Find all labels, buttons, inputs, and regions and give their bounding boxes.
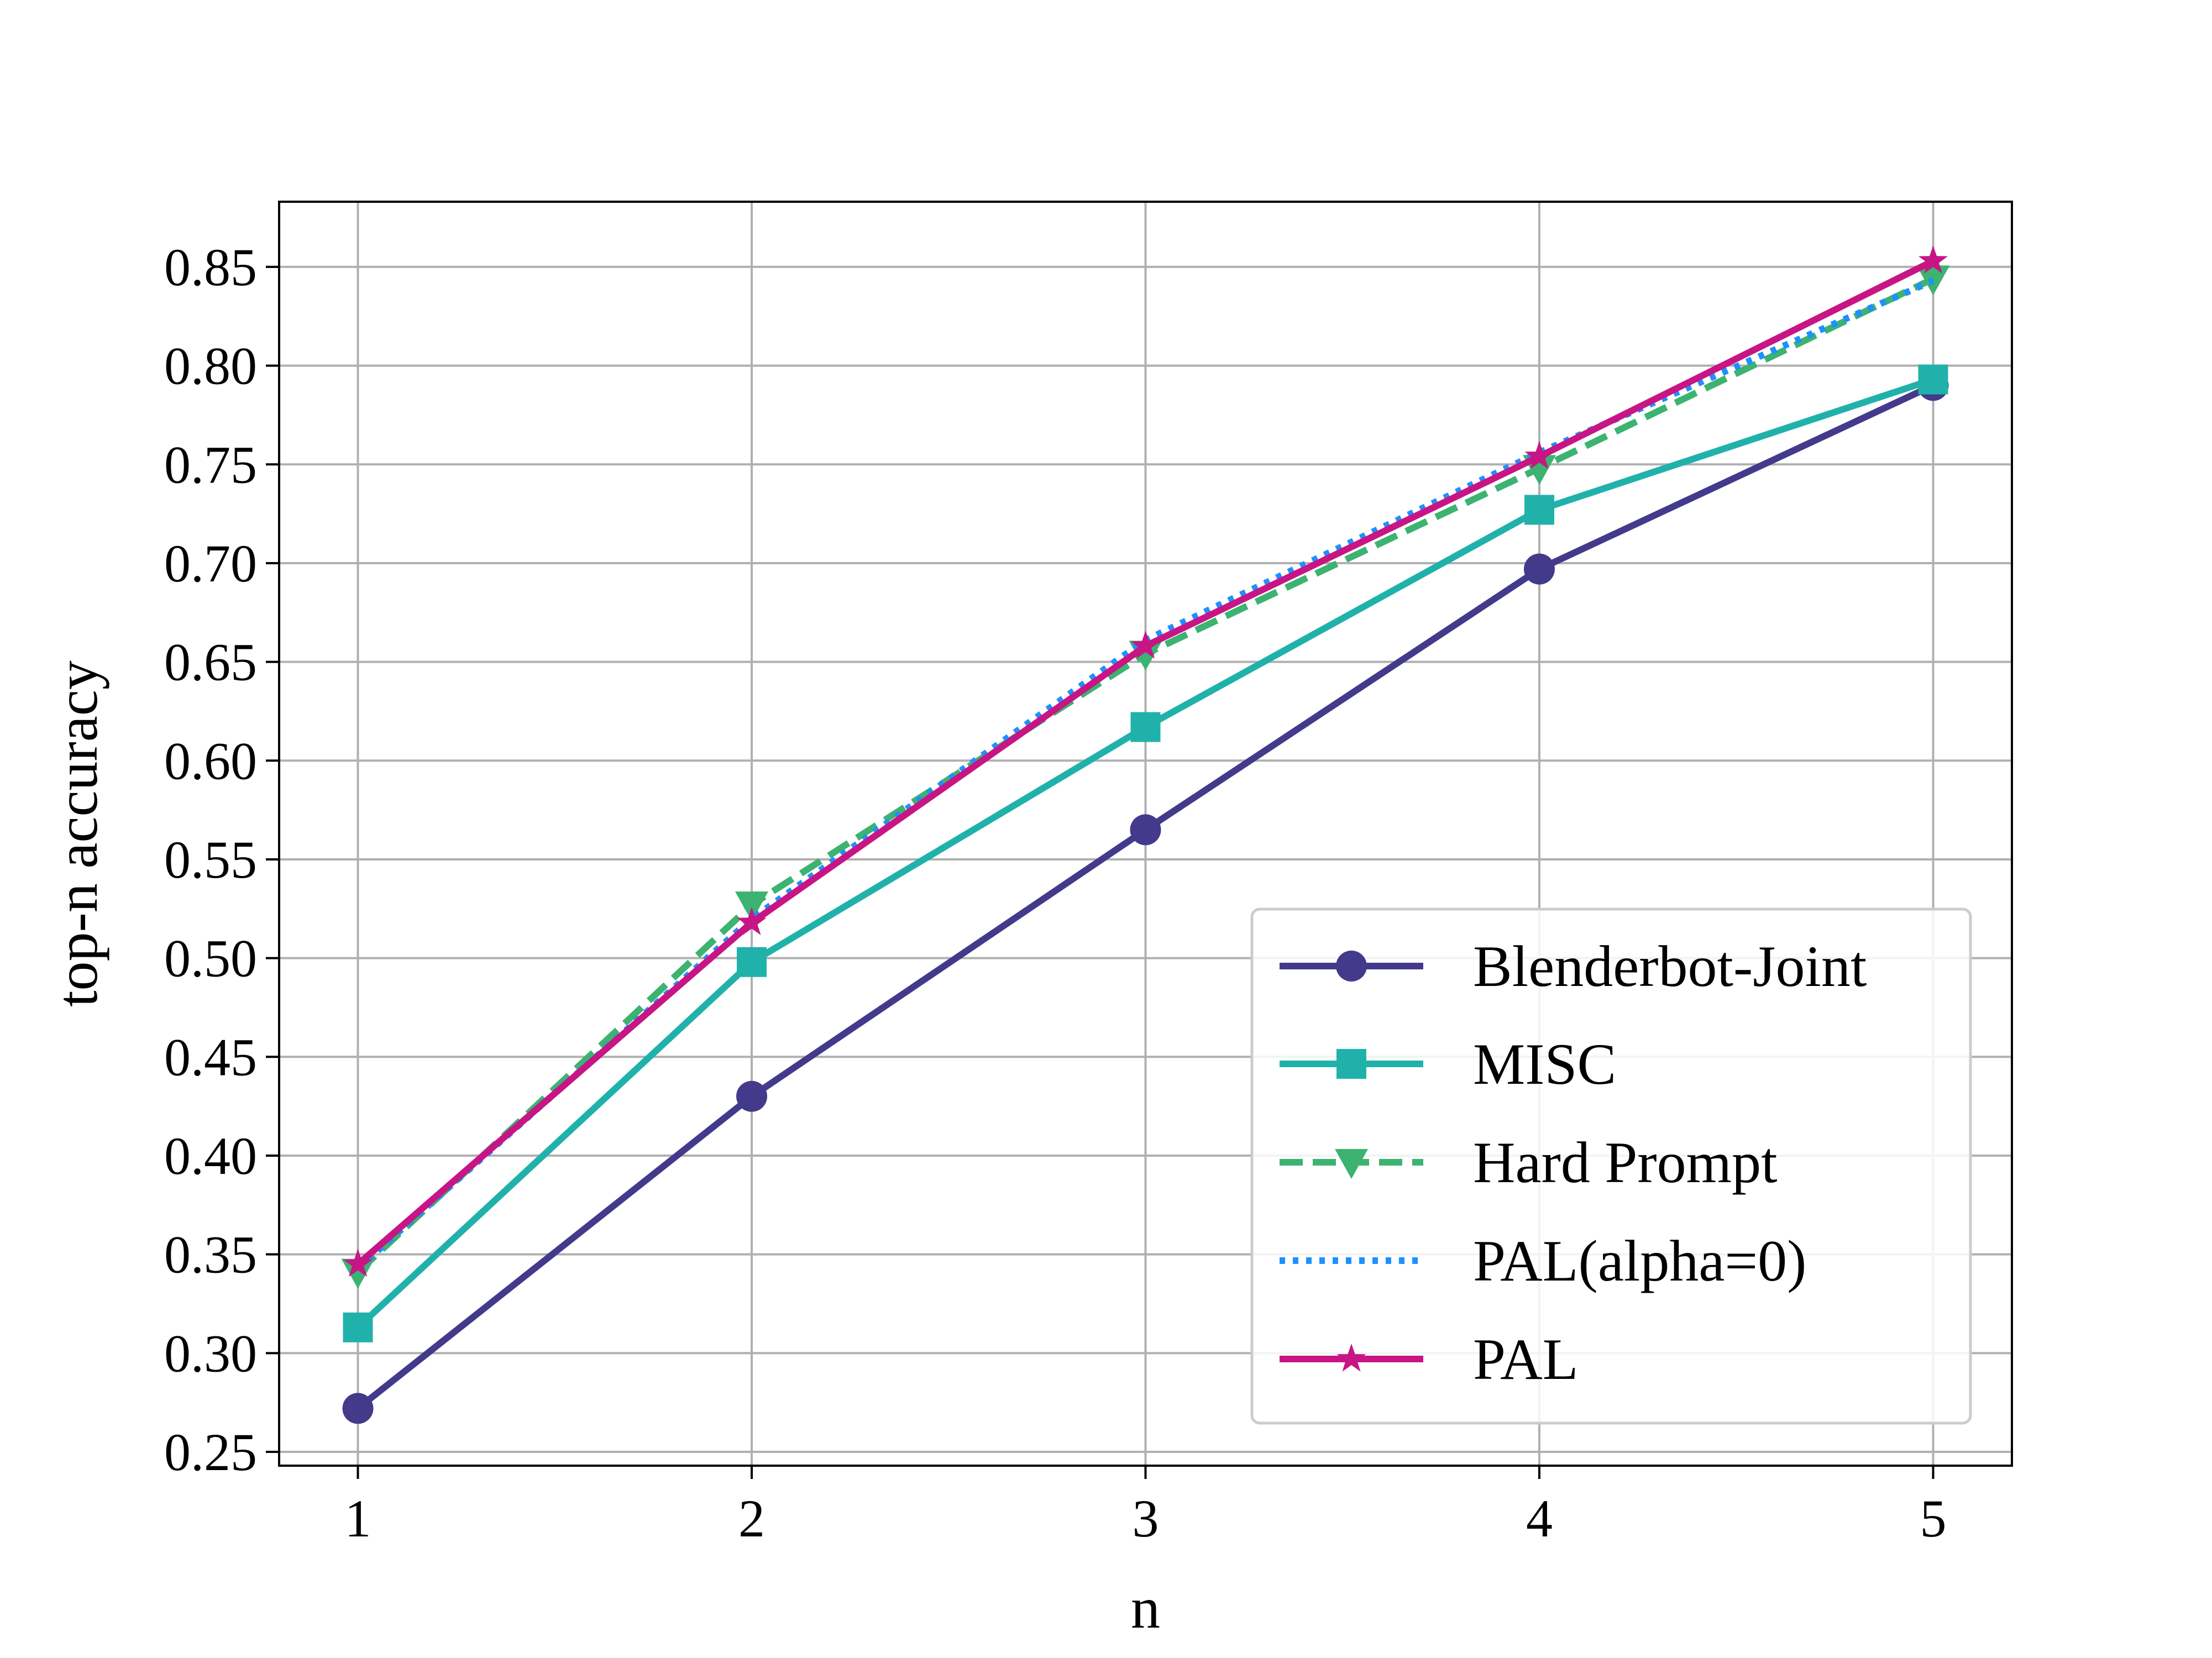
legend-label: MISC xyxy=(1473,1032,1616,1096)
data-point xyxy=(1130,631,1161,659)
x-tick-label: 3 xyxy=(1133,1489,1159,1548)
data-point xyxy=(1918,245,1948,274)
y-tick-label: 0.25 xyxy=(164,1423,257,1482)
legend-item: PAL xyxy=(1280,1327,1579,1392)
y-tick-label: 0.85 xyxy=(164,238,257,297)
y-tick-label: 0.75 xyxy=(164,435,257,494)
data-point xyxy=(341,1258,375,1289)
x-tick-label: 1 xyxy=(345,1489,371,1548)
data-point xyxy=(1130,712,1161,742)
y-tick-label: 0.80 xyxy=(164,337,257,396)
data-point xyxy=(737,947,767,977)
y-tick-label: 0.50 xyxy=(164,929,257,988)
legend-item: MISC xyxy=(1280,1032,1616,1096)
data-point xyxy=(343,1312,373,1342)
x-tick-label: 2 xyxy=(738,1489,765,1548)
legend-marker xyxy=(1336,1049,1366,1079)
data-point xyxy=(1524,553,1555,585)
data-point xyxy=(737,907,767,935)
data-point xyxy=(1916,265,1950,296)
data-point xyxy=(1524,495,1554,525)
data-point xyxy=(1918,364,1948,395)
y-tick-label: 0.65 xyxy=(164,633,257,692)
y-tick-label: 0.70 xyxy=(164,534,257,593)
legend: Blenderbot-Joint MISC Hard Prompt PAL(alpha… xyxy=(1250,907,1972,1425)
legend-marker xyxy=(1336,951,1367,982)
x-tick-label: 5 xyxy=(1920,1489,1947,1548)
data-point xyxy=(1524,441,1554,469)
y-tick-label: 0.30 xyxy=(164,1324,257,1383)
x-tick-label: 4 xyxy=(1526,1489,1553,1548)
legend-marker xyxy=(1335,1149,1368,1179)
series-4 xyxy=(343,245,1948,1277)
y-tick-label: 0.60 xyxy=(164,731,257,790)
legend-label: Blenderbot-Joint xyxy=(1473,934,1867,999)
legend-item: Hard Prompt xyxy=(1280,1130,1778,1195)
data-point xyxy=(342,1393,374,1424)
y-tick-label: 0.55 xyxy=(164,830,257,889)
legend-box xyxy=(1250,907,1972,1425)
y-tick-label: 0.35 xyxy=(164,1225,257,1284)
series-2 xyxy=(341,265,1950,1289)
axis-ticks: 1 2 3 4 5 0.25 0.30 0.35 0.40 0.45 0.50 0.55 0.60 0.6… xyxy=(164,238,1947,1548)
data-point xyxy=(343,1248,373,1277)
legend-item: Blenderbot-Joint xyxy=(1280,934,1867,999)
x-axis-title: n xyxy=(1131,1576,1160,1640)
legend-label: PAL xyxy=(1473,1327,1579,1392)
data-point xyxy=(735,891,768,922)
legend-marker xyxy=(1336,1344,1366,1372)
series-1 xyxy=(343,364,1948,1342)
data-point xyxy=(1130,814,1161,846)
legend-label: PAL(alpha=0) xyxy=(1473,1229,1806,1293)
data-point xyxy=(736,1080,767,1112)
y-axis-title: top-n accuracy xyxy=(45,660,109,1007)
legend-item: PAL(alpha=0) xyxy=(1280,1229,1806,1293)
y-tick-label: 0.40 xyxy=(164,1126,257,1185)
y-tick-label: 0.45 xyxy=(164,1027,257,1087)
series-lines xyxy=(341,245,1950,1424)
legend-label: Hard Prompt xyxy=(1473,1130,1778,1195)
